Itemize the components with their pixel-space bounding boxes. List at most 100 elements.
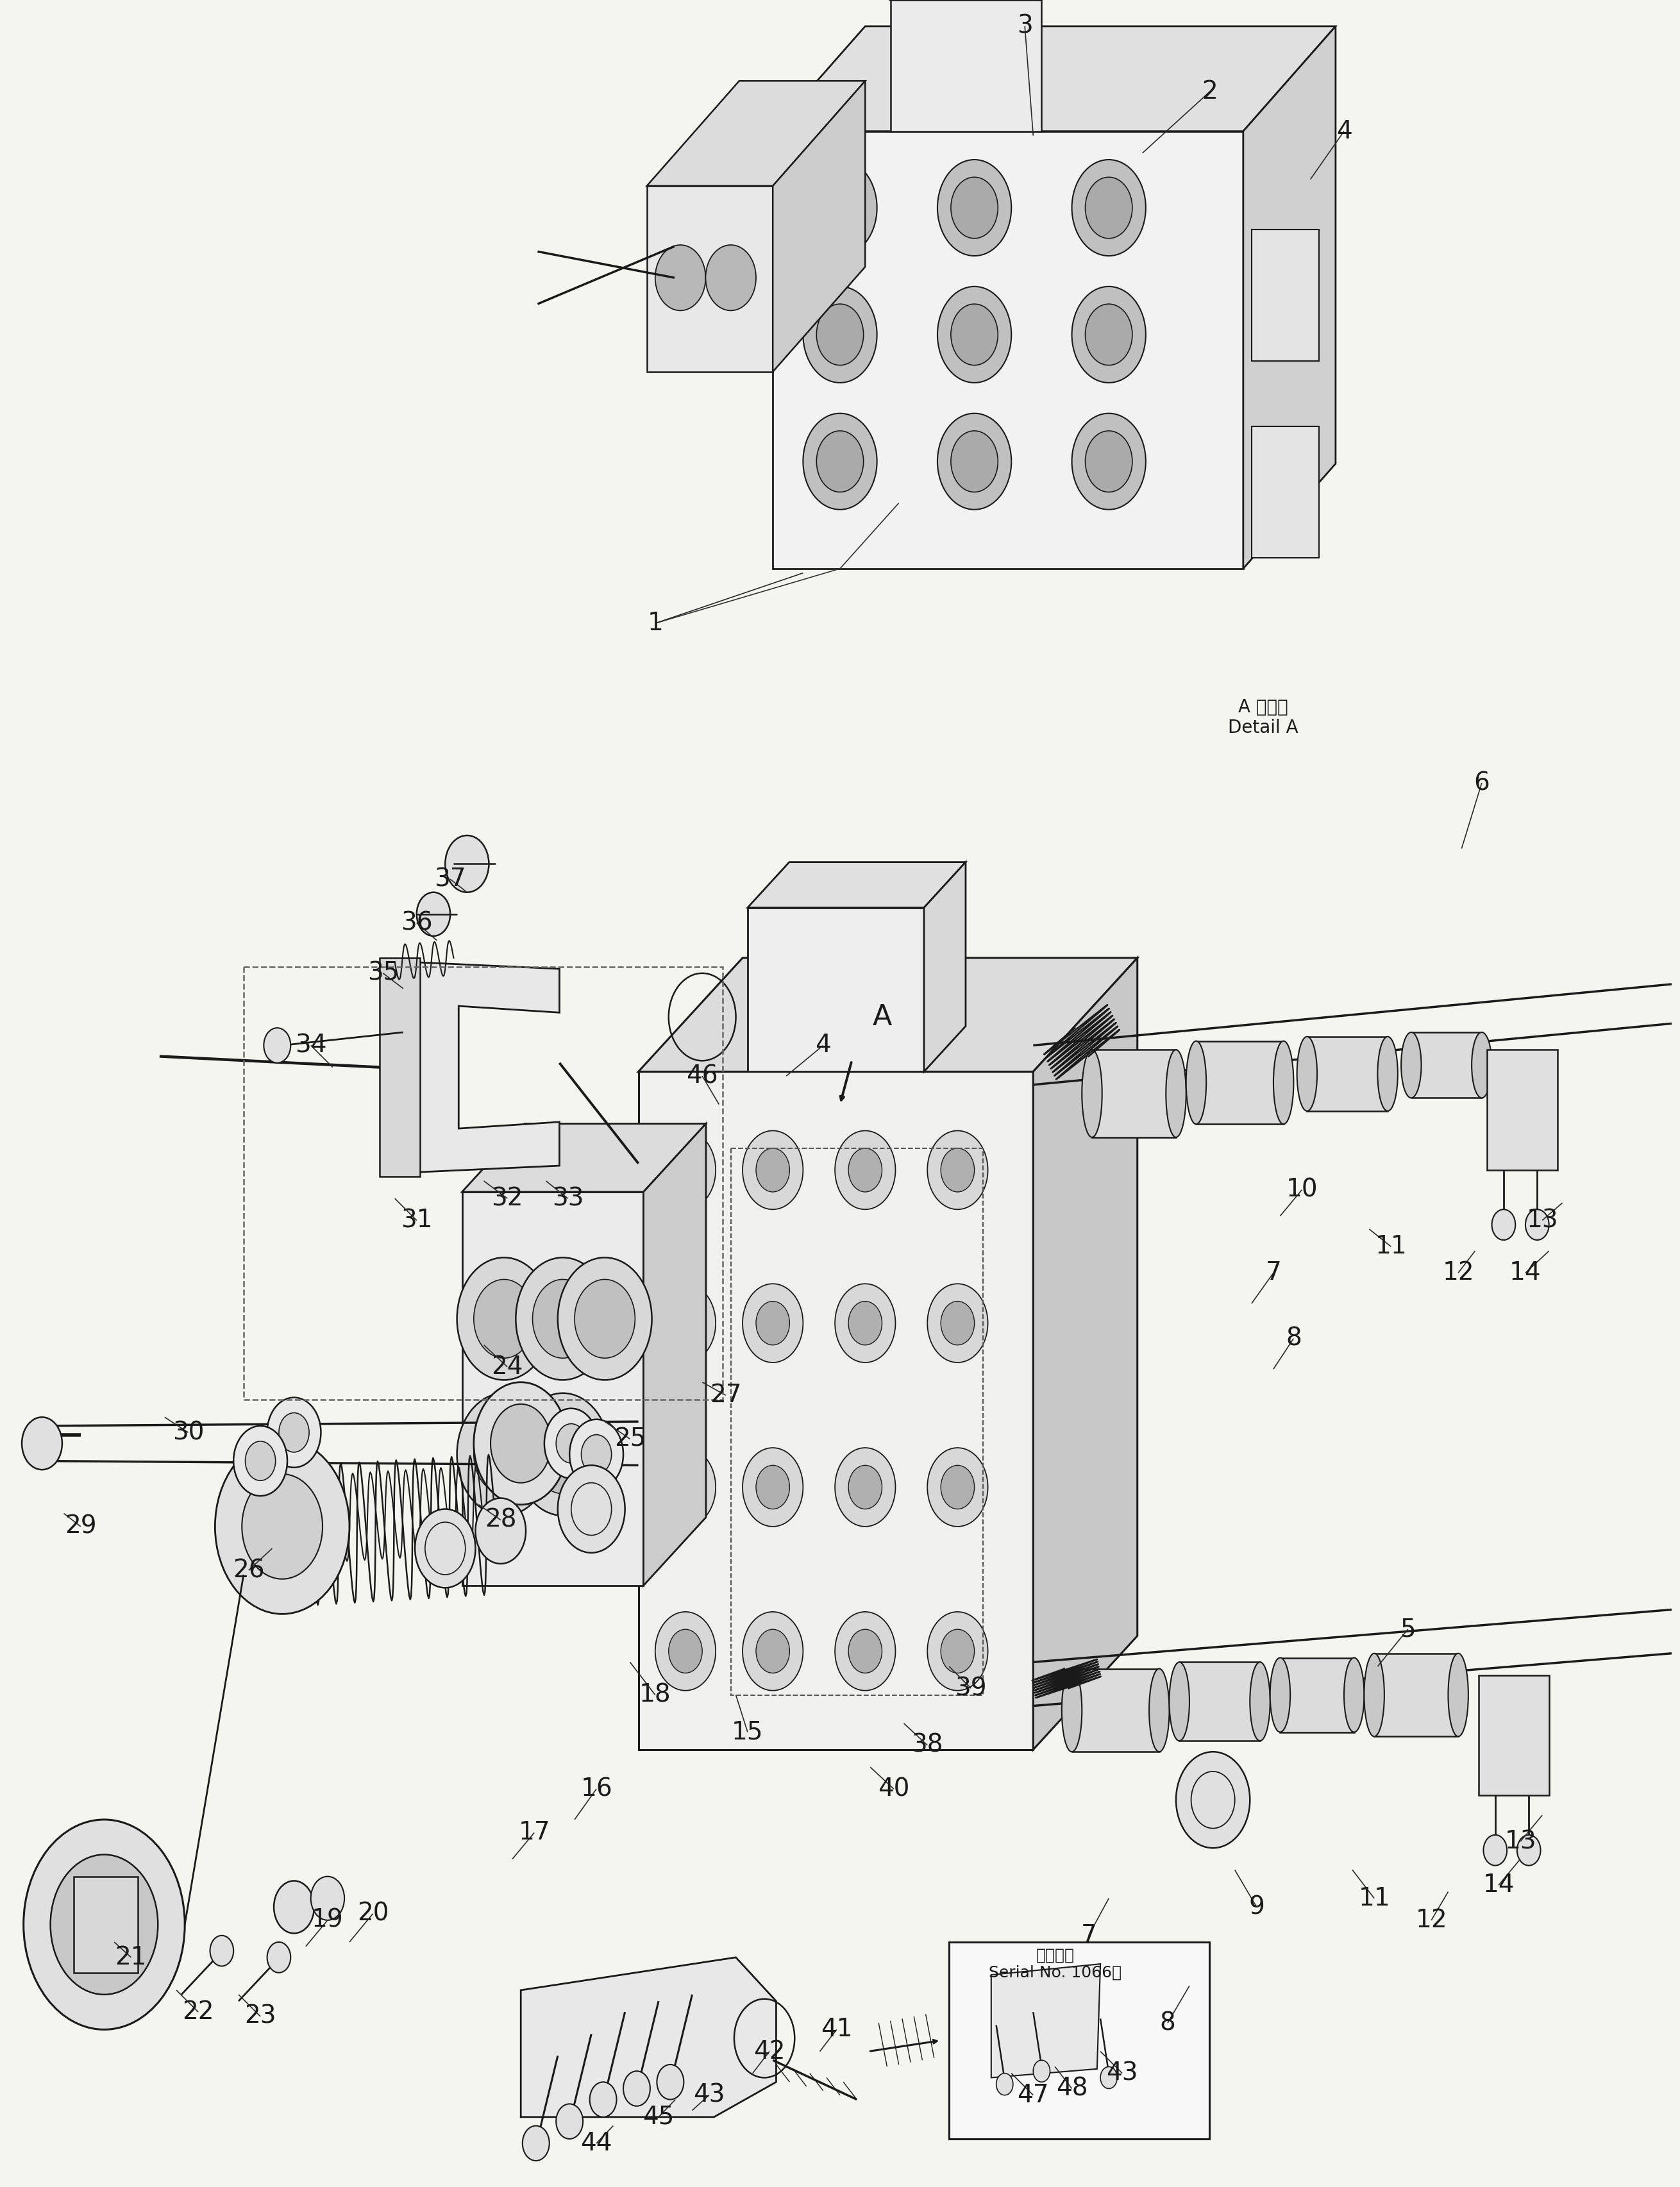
Circle shape [279,1413,309,1452]
Circle shape [835,1448,895,1527]
Circle shape [1085,304,1132,365]
Circle shape [927,1612,988,1691]
Text: 43: 43 [1107,2060,1137,2086]
Ellipse shape [1250,1662,1270,1741]
Circle shape [417,892,450,936]
Circle shape [937,286,1011,383]
Polygon shape [1252,230,1319,361]
Polygon shape [924,862,966,1072]
Text: 17: 17 [519,1820,549,1846]
Text: 35: 35 [368,960,398,986]
Ellipse shape [1344,1658,1364,1732]
Circle shape [264,1028,291,1063]
Circle shape [22,1417,62,1470]
Circle shape [1085,177,1132,238]
Ellipse shape [1472,1032,1492,1098]
Ellipse shape [1448,1653,1468,1736]
Text: 33: 33 [553,1185,583,1212]
Bar [244,967,722,1400]
Circle shape [835,1612,895,1691]
Circle shape [1033,2060,1050,2082]
Circle shape [848,1465,882,1509]
Circle shape [743,1131,803,1209]
Circle shape [816,177,864,238]
Circle shape [655,1448,716,1527]
Ellipse shape [1186,1041,1206,1124]
Circle shape [274,1881,314,1933]
Circle shape [474,1382,568,1505]
Circle shape [996,2073,1013,2095]
Circle shape [951,431,998,492]
Circle shape [475,1498,526,1564]
Circle shape [1483,1835,1507,1866]
Circle shape [558,1258,652,1380]
Polygon shape [773,81,865,372]
Polygon shape [521,1957,776,2117]
Text: 4: 4 [1336,118,1352,144]
Circle shape [516,1258,610,1380]
Ellipse shape [1401,1032,1421,1098]
Text: 47: 47 [1018,2082,1048,2108]
Text: 41: 41 [822,2016,852,2043]
Circle shape [556,2104,583,2139]
Circle shape [558,1465,625,1553]
Text: 9: 9 [1248,1894,1265,1920]
Circle shape [941,1301,974,1345]
Circle shape [311,1876,344,1920]
Text: 42: 42 [754,2038,785,2065]
Text: 1: 1 [647,610,664,636]
Polygon shape [991,1964,1100,2078]
Polygon shape [1280,1658,1354,1732]
Circle shape [210,1935,234,1966]
Circle shape [234,1426,287,1496]
Polygon shape [1411,1032,1482,1098]
Text: 18: 18 [640,1682,670,1708]
Circle shape [457,1258,551,1380]
Circle shape [927,1284,988,1363]
Circle shape [522,2126,549,2161]
Text: 4: 4 [815,1032,832,1059]
Ellipse shape [1169,1662,1189,1741]
Polygon shape [748,862,966,908]
Text: 15: 15 [732,1719,763,1745]
Circle shape [415,1509,475,1588]
Text: 30: 30 [173,1419,203,1446]
Circle shape [77,1890,131,1960]
Circle shape [1492,1209,1515,1240]
Circle shape [835,1284,895,1363]
Circle shape [445,835,489,892]
Circle shape [803,413,877,510]
Circle shape [1100,2067,1117,2089]
Circle shape [533,1279,593,1358]
Text: 11: 11 [1359,1885,1389,1911]
Circle shape [1072,413,1146,510]
Text: 45: 45 [643,2104,674,2130]
Circle shape [669,1465,702,1509]
Circle shape [1525,1209,1549,1240]
Circle shape [457,1393,551,1516]
Ellipse shape [1378,1037,1398,1111]
Polygon shape [638,1072,1033,1750]
Circle shape [516,1393,610,1516]
Circle shape [590,2082,617,2117]
Circle shape [655,1284,716,1363]
Text: 39: 39 [956,1675,986,1701]
Circle shape [474,1415,534,1494]
Circle shape [544,1408,598,1478]
Text: 48: 48 [1057,2075,1087,2102]
Circle shape [570,1419,623,1489]
Circle shape [1072,160,1146,256]
Text: 11: 11 [1376,1233,1406,1260]
Circle shape [655,1612,716,1691]
Polygon shape [773,131,1243,569]
Text: 7: 7 [1080,1922,1097,1949]
Ellipse shape [1273,1041,1294,1124]
Text: 14: 14 [1483,1872,1514,1898]
Polygon shape [1374,1653,1458,1736]
Ellipse shape [1364,1653,1384,1736]
Circle shape [951,304,998,365]
Text: 適用号機
Serial No. 1066～: 適用号機 Serial No. 1066～ [988,1946,1122,1981]
Text: 26: 26 [234,1557,264,1583]
Text: 5: 5 [1399,1616,1416,1642]
Circle shape [575,1279,635,1358]
